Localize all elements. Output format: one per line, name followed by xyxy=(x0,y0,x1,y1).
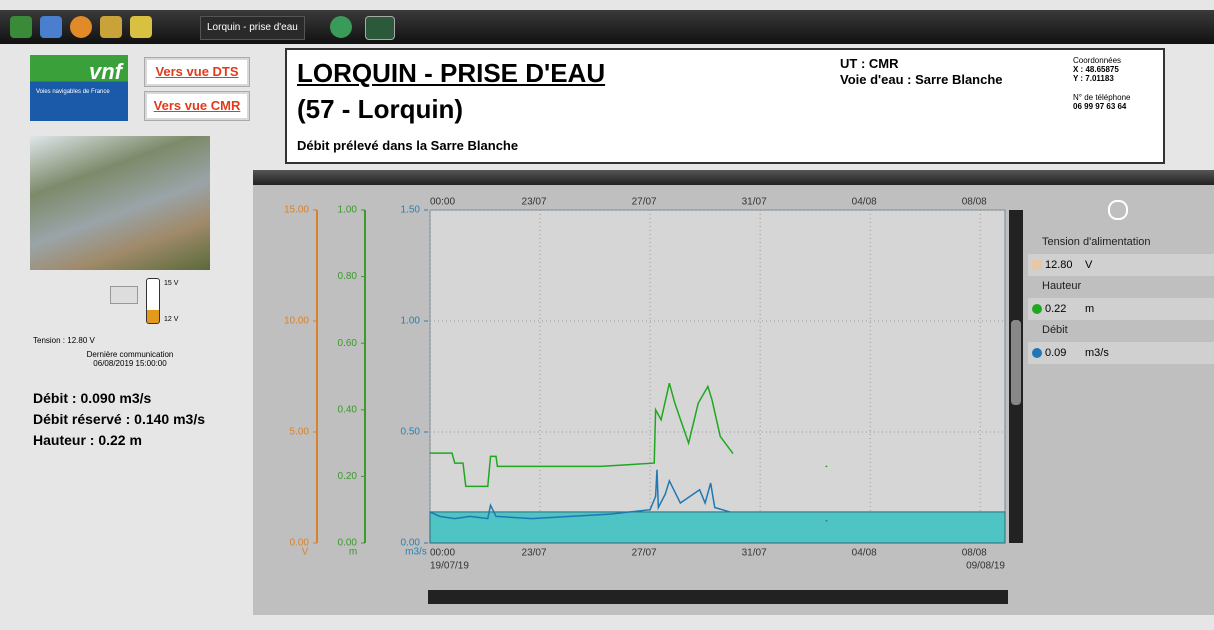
y-tick-label: 0.00 xyxy=(290,538,310,549)
chart: V0.005.0010.0015.00m0.000.200.400.600.80… xyxy=(0,0,1214,630)
x-tick-label: 00:00 xyxy=(430,548,455,559)
reserved-flow-area xyxy=(430,512,1005,543)
y-tick-label: 0.00 xyxy=(338,538,358,549)
y-tick-label: 15.00 xyxy=(284,205,309,216)
plot-area xyxy=(430,210,1005,543)
vscroll-thumb[interactable] xyxy=(1011,320,1021,405)
y-tick-label: 0.40 xyxy=(338,404,358,415)
x-tick-label: 04/08 xyxy=(852,548,877,559)
y-tick-label: 0.60 xyxy=(338,338,358,349)
y-tick-label: 0.50 xyxy=(401,427,421,438)
y-tick-label: 0.80 xyxy=(338,271,358,282)
y-tick-label: 1.50 xyxy=(401,205,421,216)
x-tick-label: 31/07 xyxy=(742,197,767,208)
x-tick-label: 04/08 xyxy=(852,197,877,208)
x-tick-label: 27/07 xyxy=(632,548,657,559)
x-tick-label: 31/07 xyxy=(742,548,767,559)
x-tick-label: 08/08 xyxy=(962,197,987,208)
hscrollbar[interactable] xyxy=(428,590,1008,604)
x-tick-label: 08/08 xyxy=(962,548,987,559)
y-tick-label: 1.00 xyxy=(338,205,358,216)
y-tick-label: 0.00 xyxy=(401,538,421,549)
y-tick-label: 5.00 xyxy=(290,427,310,438)
x-range-label: 09/08/19 xyxy=(966,561,1005,572)
x-range-label: 19/07/19 xyxy=(430,561,469,572)
x-tick-label: 27/07 xyxy=(632,197,657,208)
y-tick-label: 10.00 xyxy=(284,316,309,327)
x-tick-label: 23/07 xyxy=(522,548,547,559)
y-tick-label: 1.00 xyxy=(401,316,421,327)
page: {"toolbar":{"title":"Lorquin - prise d'e… xyxy=(0,0,1214,630)
x-tick-label: 23/07 xyxy=(522,197,547,208)
x-tick-label: 00:00 xyxy=(430,197,455,208)
y-tick-label: 0.20 xyxy=(338,471,358,482)
